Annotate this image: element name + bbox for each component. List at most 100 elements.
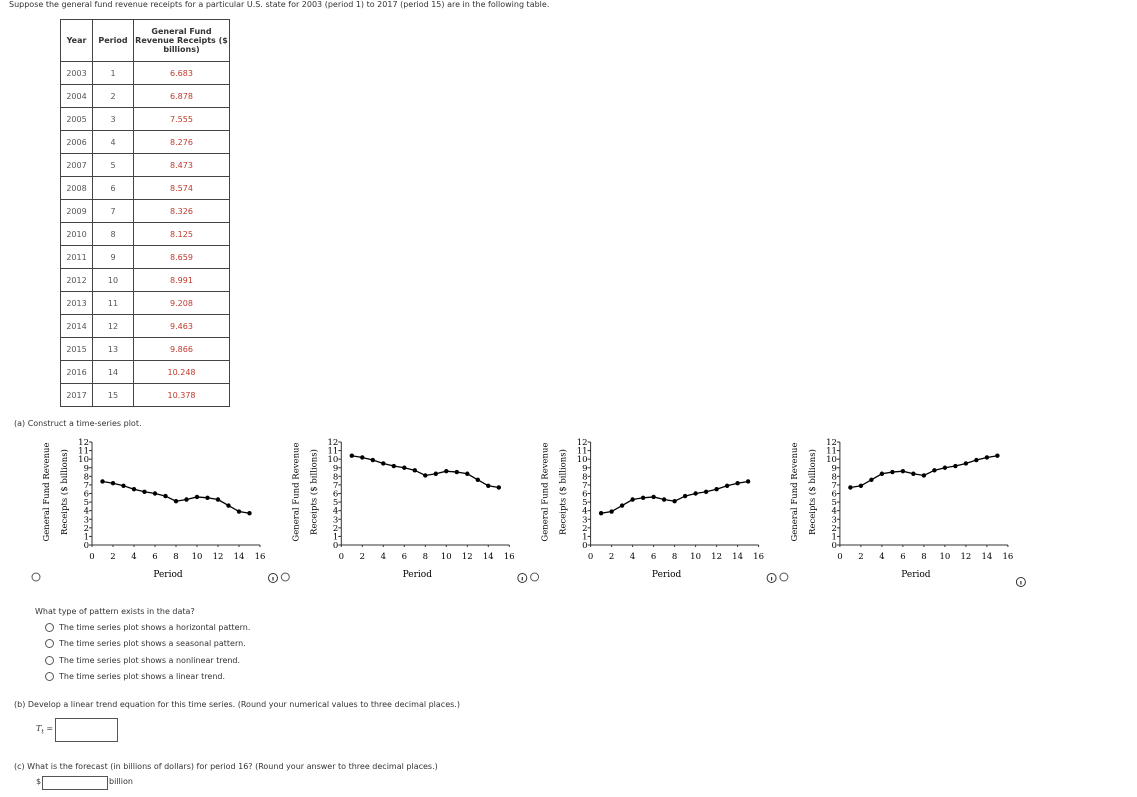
table-cell: 2011 — [60, 245, 93, 269]
y-tick-label: 10 — [78, 455, 89, 465]
y-axis-label: General Fund Revenue — [541, 442, 551, 541]
table-cell: 2012 — [60, 268, 93, 292]
table-cell: 7.555 — [133, 107, 230, 131]
option[interactable]: The time series plot shows a linear tren… — [45, 671, 225, 681]
table-cell: 6.878 — [133, 84, 230, 108]
table-row: 2004 2 6.878 — [60, 84, 230, 108]
y-tick-label: 4 — [84, 507, 89, 517]
table-row: 2015 13 9.866 — [60, 337, 230, 361]
y-tick-label: 3 — [333, 515, 338, 525]
y-tick-label: 6 — [831, 490, 836, 500]
radio-button[interactable] — [45, 671, 54, 681]
y-tick-label: 10 — [826, 455, 837, 465]
radio-button[interactable] — [779, 572, 789, 582]
table-cell: 2014 — [60, 314, 93, 338]
table-cell: 8.276 — [133, 130, 230, 154]
data-point — [444, 468, 449, 474]
data-point — [412, 468, 417, 473]
y-axis-label: General Fund Revenue — [42, 442, 52, 541]
y-tick-label: 1 — [333, 532, 338, 542]
equals: = — [46, 724, 54, 733]
y-tick-label: 7 — [831, 481, 836, 491]
forecast-input[interactable] — [42, 776, 108, 790]
subscript: t — [41, 728, 44, 736]
option[interactable]: The time series plot shows a nonlinear t… — [45, 655, 240, 665]
table-header: Period — [92, 19, 134, 62]
table-cell: 8.473 — [133, 153, 230, 177]
data-point — [110, 481, 116, 486]
data-point — [226, 503, 231, 508]
data-point — [714, 487, 719, 492]
table-cell: 2003 — [60, 61, 93, 85]
y-tick-label: 0 — [84, 541, 89, 551]
y-tick-label: 8 — [831, 472, 836, 482]
x-tick-label: 4 — [879, 552, 884, 562]
table-cell: 13 — [92, 337, 134, 361]
y-tick-label: 6 — [84, 490, 89, 500]
part-a-text: (a) Construct a time-series plot. — [14, 419, 142, 428]
table-row: 2011 9 8.659 — [60, 245, 230, 269]
y-tick-label: 9 — [84, 464, 89, 474]
radio-button[interactable] — [530, 572, 540, 582]
y-tick-label: 4 — [582, 507, 587, 517]
data-point — [693, 491, 698, 496]
y-tick-label: 1 — [84, 532, 89, 542]
data-point — [391, 463, 396, 469]
table-cell: 2017 — [60, 383, 93, 407]
data-point — [121, 483, 126, 488]
dollar-sign: $ — [36, 777, 42, 786]
radio-button[interactable] — [45, 655, 54, 665]
table-header: General Fund Revenue Receipts ($ billion… — [133, 19, 230, 62]
data-point — [205, 495, 210, 500]
y-tick-label: 2 — [333, 524, 338, 534]
x-tick-label: 10 — [939, 552, 950, 562]
option[interactable]: The time series plot shows a seasonal pa… — [45, 639, 246, 649]
x-tick-label: 8 — [423, 552, 428, 562]
data-point — [661, 497, 667, 502]
option[interactable]: The time series plot shows a horizontal … — [45, 623, 250, 632]
y-tick-label: 12 — [577, 438, 588, 448]
y-tick-label: 5 — [582, 498, 587, 508]
data-point — [651, 494, 656, 500]
table-cell: 2005 — [60, 107, 93, 131]
table-cell: 6.683 — [133, 61, 230, 85]
y-tick-label: 9 — [831, 464, 836, 474]
x-tick-label: 12 — [462, 552, 473, 562]
y-tick-label: 7 — [333, 481, 338, 491]
table-cell: 9.463 — [133, 314, 230, 338]
y-tick-label: 5 — [831, 498, 836, 508]
y-tick-label: 6 — [333, 490, 338, 500]
data-point — [402, 465, 407, 470]
radio-button[interactable] — [45, 623, 54, 632]
y-axis-label: Receipts ($ billions) — [308, 449, 319, 535]
data-point — [963, 461, 969, 466]
radio-button[interactable] — [31, 572, 41, 582]
unit-text: billion — [109, 777, 133, 786]
table-cell: 6 — [92, 176, 134, 200]
y-tick-label: 12 — [78, 438, 89, 448]
table-cell: 7 — [92, 199, 134, 223]
data-point — [879, 471, 885, 476]
table-cell: 10 — [92, 268, 134, 292]
data-point — [247, 511, 252, 516]
table-cell: 2015 — [60, 337, 93, 361]
option-text: The time series plot shows a horizontal … — [59, 623, 251, 632]
table-row: 2007 5 8.473 — [60, 153, 230, 177]
radio-button[interactable] — [45, 639, 54, 649]
table-cell: 3 — [92, 107, 134, 131]
y-tick-label: 9 — [582, 464, 587, 474]
table-cell: 12 — [92, 314, 134, 338]
data-point — [194, 494, 200, 500]
y-tick-label: 0 — [831, 541, 836, 551]
x-tick-label: 12 — [711, 552, 722, 562]
radio-button[interactable] — [280, 572, 290, 582]
data-point — [465, 471, 470, 476]
y-tick-label: 2 — [831, 524, 836, 534]
y-tick-label: 1 — [831, 532, 836, 542]
x-tick-label: 4 — [630, 552, 635, 562]
table-row: 2010 8 8.125 — [60, 222, 230, 246]
x-tick-label: 12 — [213, 552, 224, 562]
data-point — [682, 493, 688, 499]
answer-input[interactable] — [55, 718, 118, 742]
table-row: 2003 1 6.683 — [60, 61, 230, 85]
